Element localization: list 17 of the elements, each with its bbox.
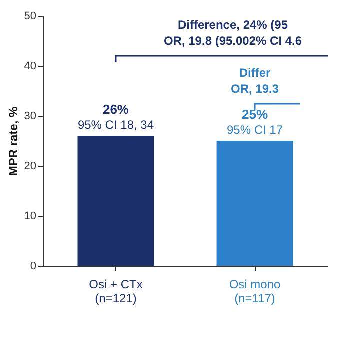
y-tick-label: 40 — [24, 60, 36, 72]
y-tick-label: 50 — [24, 10, 36, 22]
x-tick-label: Osi mono (n=117) — [229, 278, 282, 306]
y-tick-label: 0 — [30, 260, 36, 272]
annotation: Differ — [239, 66, 272, 80]
annotation: OR, 19.8 (95.002% CI 4.6 — [164, 34, 302, 48]
data-label: 26% — [102, 102, 130, 117]
annotation: Difference, 24% (95 — [178, 18, 288, 32]
y-axis-title: MPR rate, % — [6, 106, 20, 176]
annotation: OR, 19.3 — [230, 82, 280, 96]
data-label: 25% — [242, 107, 268, 122]
annotation: 95% CI 17 — [226, 123, 284, 137]
annotation: 95% CI 18, 34 — [78, 118, 154, 132]
x-tick-label: Osi + CTx (n=121) — [89, 278, 143, 306]
y-tick-label: 20 — [24, 160, 36, 172]
y-tick-label: 10 — [24, 210, 36, 222]
y-tick-label: 30 — [24, 110, 36, 122]
